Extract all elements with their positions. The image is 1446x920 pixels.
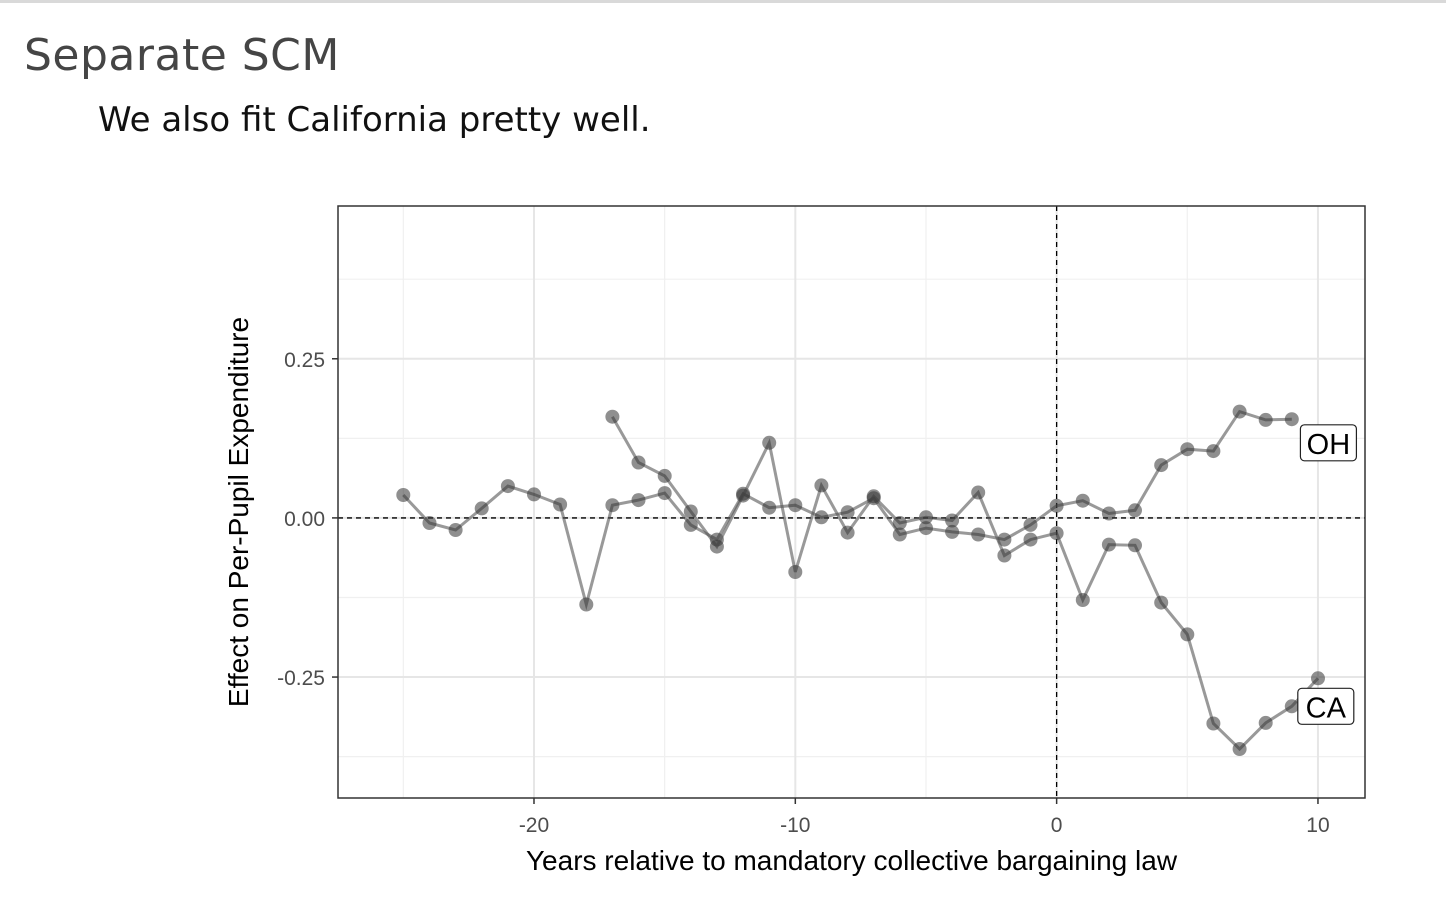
- data-point-oh: [971, 527, 986, 542]
- data-point-oh: [448, 523, 463, 537]
- data-point-ca: [1232, 742, 1247, 756]
- panel-border: [337, 205, 1366, 799]
- data-point-ca: [1180, 627, 1195, 642]
- series-label-text: CA: [1306, 692, 1347, 724]
- grid: [338, 206, 1365, 798]
- data-point-ca: [866, 489, 881, 504]
- series-label-oh: OH: [1299, 424, 1358, 462]
- data-point-oh: [762, 500, 777, 515]
- data-point-ca: [1075, 593, 1090, 607]
- x-axis-title: Years relative to mandatory collective b…: [526, 845, 1178, 876]
- data-point-oh: [1075, 493, 1090, 508]
- series-label-box: [1297, 687, 1355, 725]
- data-point-ca: [709, 539, 724, 554]
- series-label-text: OH: [1307, 429, 1351, 461]
- slide-subtitle: We also fit California pretty well.: [98, 100, 651, 140]
- data-point-oh: [657, 486, 672, 501]
- data-point-oh: [396, 488, 411, 502]
- x-tick-label: 10: [1306, 814, 1329, 837]
- data-point-oh: [1023, 517, 1038, 532]
- data-point-ca: [683, 504, 698, 519]
- data-point-ca: [736, 488, 751, 503]
- series: [396, 404, 1325, 756]
- data-point-oh: [892, 527, 907, 542]
- data-point-ca: [840, 525, 855, 540]
- data-point-oh: [1049, 498, 1064, 513]
- data-point-ca: [1154, 595, 1169, 610]
- data-point-ca: [1284, 699, 1299, 714]
- series-label-box: [1299, 424, 1358, 462]
- data-point-ca: [1101, 537, 1116, 552]
- data-point-oh: [1284, 412, 1299, 427]
- slide-title: Separate SCM: [24, 30, 340, 81]
- data-point-oh: [1232, 404, 1247, 419]
- data-point-oh: [631, 493, 646, 508]
- series-label-ca: CA: [1297, 687, 1355, 725]
- data-point-ca: [892, 516, 907, 530]
- data-point-ca: [762, 435, 777, 450]
- data-point-oh: [683, 517, 698, 532]
- x-tick-label: -10: [780, 814, 810, 837]
- x-tick-label: -20: [519, 814, 549, 837]
- data-point-ca: [945, 513, 960, 528]
- data-point-ca: [631, 455, 646, 470]
- data-point-oh: [579, 597, 594, 612]
- x-tick-label: 0: [1051, 814, 1063, 837]
- y-tick-label: 0.25: [284, 349, 325, 372]
- series-ca: [605, 409, 1325, 756]
- data-point-oh: [840, 505, 855, 520]
- data-point-oh: [997, 532, 1012, 547]
- data-point-ca: [997, 548, 1012, 563]
- data-point-oh: [605, 498, 620, 513]
- series-line-ca: [611, 415, 1320, 752]
- data-point-oh: [814, 510, 829, 525]
- y-tick-label: 0.00: [284, 508, 325, 531]
- panel-background: [338, 206, 1365, 798]
- data-point-oh: [1101, 506, 1116, 521]
- data-point-ca: [1023, 532, 1038, 547]
- data-point-ca: [1258, 715, 1273, 730]
- data-point-oh: [1180, 442, 1195, 457]
- axes: -20 -10 0 10 -0.25 0.00 0.25 Years relative to …: [223, 317, 1330, 876]
- data-point-oh: [945, 524, 960, 539]
- y-tick-label: -0.25: [277, 667, 325, 690]
- data-point-ca: [814, 478, 829, 493]
- data-point-oh: [527, 487, 541, 502]
- data-point-oh: [919, 521, 933, 536]
- data-point-oh: [788, 498, 803, 513]
- top-rule: [0, 0, 1446, 3]
- series-labels: OH CA: [1297, 424, 1358, 725]
- data-point-ca: [919, 510, 933, 525]
- y-axis-title: Effect on Per-Pupil Expenditure: [223, 317, 254, 707]
- data-point-oh: [422, 516, 437, 530]
- data-point-ca: [971, 485, 986, 500]
- data-point-oh: [553, 497, 568, 512]
- data-point-oh: [474, 501, 489, 516]
- data-point-ca: [605, 409, 620, 424]
- data-point-ca: [788, 565, 803, 579]
- data-point-ca: [1049, 526, 1064, 541]
- data-point-oh: [500, 479, 515, 494]
- data-point-ca: [1311, 671, 1325, 686]
- data-point-oh: [1206, 444, 1221, 459]
- data-point-oh: [1128, 503, 1142, 518]
- data-point-ca: [657, 468, 672, 483]
- data-point-oh: [1154, 458, 1169, 473]
- series-oh: [396, 404, 1299, 612]
- data-point-ca: [1128, 538, 1142, 553]
- data-point-oh: [1258, 412, 1273, 427]
- data-point-ca: [1206, 716, 1221, 731]
